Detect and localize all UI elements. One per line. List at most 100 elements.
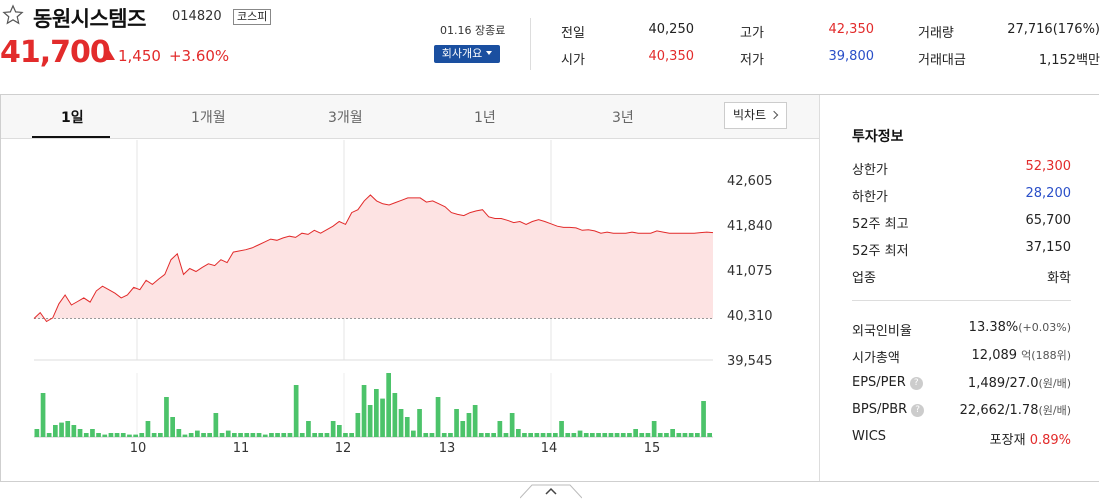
change-amount: 1,450 [118, 47, 161, 65]
volume-bar [485, 433, 490, 437]
market-cap-unit: 억 [1021, 349, 1032, 362]
volume-bar [540, 433, 546, 437]
tab-3year[interactable]: 3년 [612, 110, 634, 126]
volume-bar [367, 405, 373, 437]
volume-bar [404, 417, 410, 437]
volume-bar [349, 433, 354, 437]
volume-bar [256, 433, 262, 437]
volume-bar [503, 433, 509, 437]
eps-per-row: EPS/PER? 1,489/27.0(원/배) [852, 375, 1071, 391]
upper-limit-row: 상한가 52,300 [852, 159, 1071, 178]
volume-bar [645, 433, 651, 437]
low52-row: 52주 최저 37,150 [852, 240, 1071, 259]
volume-bar [411, 430, 416, 437]
up-arrow-icon [103, 50, 115, 60]
bps-pbr-row: BPS/PBR? 22,662/1.78(원/배) [852, 402, 1071, 418]
volume-bar [287, 433, 293, 437]
change-percent: +3.60% [168, 47, 230, 65]
volume-bar [195, 430, 200, 437]
x-tick-label: 15 [644, 441, 661, 456]
volume-bar [534, 433, 540, 437]
tab-3month[interactable]: 3개월 [328, 110, 363, 126]
eps-per-unit: (원/배) [1038, 377, 1071, 390]
divider [852, 300, 1071, 301]
bps-pbr-unit: (원/배) [1038, 404, 1071, 417]
volume-bar [312, 433, 317, 437]
volume-bar [695, 433, 700, 437]
volume-bar [158, 433, 163, 437]
lower-limit-label: 하한가 [852, 190, 888, 205]
volume-bar [337, 425, 342, 437]
volume-bar [577, 430, 583, 437]
tab-1day[interactable]: 1일 [61, 110, 84, 126]
help-icon[interactable]: ? [911, 404, 925, 417]
sector-row: 업종 화학 [852, 267, 1071, 286]
wics-value[interactable]: 포장재 [989, 433, 1026, 448]
prev-close-label: 전일 [561, 26, 585, 41]
market-cap-row: 시가총액 12,089 억(188위) [852, 347, 1071, 366]
open-label: 시가 [561, 53, 585, 68]
y-tick-label: 41,840 [727, 219, 773, 234]
volume-bar [472, 405, 478, 437]
investment-info-panel: 투자정보 상한가 52,300 하한가 28,200 52주 최고 65,700 52… [819, 95, 1099, 481]
high-label: 고가 [740, 26, 764, 41]
volume-bar [429, 433, 435, 437]
volume-bar [627, 433, 632, 437]
volume-bar [478, 433, 484, 437]
trade-amount-label: 거래대금 [918, 53, 966, 68]
active-tab-indicator [32, 136, 110, 138]
volume-bar [269, 433, 274, 437]
volume-bar [682, 433, 688, 437]
tab-1year[interactable]: 1년 [474, 110, 496, 126]
y-tick-label: 40,310 [727, 309, 773, 324]
current-price: 41,700 [0, 35, 111, 70]
volume-bar [120, 433, 126, 437]
volume-bar [46, 433, 52, 437]
volume-bar [306, 421, 311, 437]
favorite-star-icon[interactable] [2, 4, 24, 26]
sector-value[interactable]: 화학 [1047, 271, 1071, 286]
volume-bar [225, 430, 231, 437]
low-value: 39,800 [828, 49, 875, 64]
volume-bar [40, 393, 46, 437]
volume-bar [565, 433, 571, 437]
volume-bar [114, 433, 120, 437]
big-chart-button[interactable]: 빅차트 [724, 102, 787, 129]
volume-bar [176, 429, 182, 437]
price-line [33, 194, 714, 323]
volume-bar [201, 433, 206, 437]
volume-bar [182, 434, 188, 437]
intraday-chart[interactable]: 42,605 41,840 41,075 40,310 39,545 10 11 12 13 14… [1, 95, 819, 481]
foreign-ratio-value: 13.38% [968, 320, 1019, 335]
help-icon[interactable]: ? [909, 377, 923, 390]
company-overview-button[interactable]: 회사개요 [434, 45, 500, 63]
tab-1month[interactable]: 1개월 [191, 110, 226, 126]
volume-bar [423, 433, 429, 437]
wics-label: WICS [852, 429, 887, 444]
volume-bar [620, 433, 626, 437]
collapse-handle-icon[interactable] [520, 481, 582, 499]
sector-label: 업종 [852, 271, 876, 286]
volume-bar [596, 433, 601, 437]
volume-bar [77, 429, 83, 437]
market-cap-value: 12,089 [971, 348, 1018, 363]
x-tick-label: 13 [439, 441, 456, 456]
y-tick-label: 39,545 [727, 354, 773, 369]
volume-bar [96, 433, 101, 437]
volume-bar [590, 433, 595, 437]
volume-bar [602, 433, 608, 437]
volume-bar [164, 397, 169, 437]
volume-bar [491, 433, 496, 437]
dropdown-arrow-icon [486, 51, 493, 55]
x-tick-label: 10 [130, 441, 147, 456]
wics-change-pct: 0.89% [1029, 433, 1071, 448]
low-label: 저가 [740, 53, 764, 68]
volume-bar [299, 433, 305, 437]
volume-bar [509, 413, 515, 437]
volume-bar [127, 434, 132, 437]
chart-panel: 1일 1개월 3개월 1년 3년 빅차트 42,605 41,840 41,075 4… [0, 94, 1099, 482]
volume-bar [688, 433, 694, 437]
volume-bar [417, 409, 422, 437]
volume-bar [497, 421, 503, 437]
foreign-ratio-label: 외국인비율 [852, 324, 912, 339]
